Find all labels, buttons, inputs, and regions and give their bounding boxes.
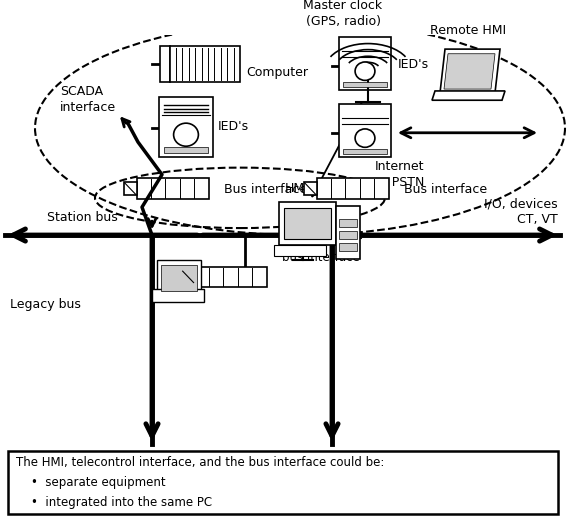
Text: HMI: HMI [285, 182, 309, 195]
FancyBboxPatch shape [339, 37, 391, 90]
Polygon shape [440, 49, 500, 93]
Text: IED's: IED's [218, 120, 249, 133]
Bar [195, 267, 266, 287]
Text: Internet
or PSTN: Internet or PSTN [375, 160, 425, 189]
Bar [182, 270, 195, 283]
FancyBboxPatch shape [157, 260, 201, 294]
FancyBboxPatch shape [152, 289, 204, 302]
Text: Station bus: Station bus [47, 211, 118, 224]
Text: I/O, devices
CT, VT: I/O, devices CT, VT [485, 197, 558, 226]
Polygon shape [432, 91, 505, 100]
Bar [304, 182, 316, 195]
Bar [339, 243, 357, 251]
Polygon shape [444, 54, 495, 89]
FancyBboxPatch shape [279, 202, 336, 245]
FancyBboxPatch shape [339, 104, 391, 157]
Circle shape [355, 62, 375, 81]
Text: Remote HMI: Remote HMI [430, 24, 506, 37]
Text: Master clock
(GPS, radio): Master clock (GPS, radio) [303, 0, 383, 28]
Text: Legacy bus: Legacy bus [10, 298, 81, 311]
Text: Bus interface: Bus interface [224, 183, 307, 196]
Text: The HMI, telecontrol interface, and the bus interface could be:
    •  separate : The HMI, telecontrol interface, and the … [16, 457, 385, 509]
Bar [316, 178, 389, 199]
Bar [343, 149, 387, 154]
FancyBboxPatch shape [159, 97, 213, 157]
Bar [170, 46, 240, 82]
Bar [339, 219, 357, 227]
Circle shape [174, 123, 198, 146]
FancyBboxPatch shape [274, 245, 326, 256]
Bar [161, 265, 197, 291]
Circle shape [355, 129, 375, 147]
Bar [136, 178, 208, 199]
Text: Bus interface: Bus interface [404, 183, 487, 196]
Text: SCADA
interface: SCADA interface [60, 85, 116, 114]
Bar [343, 82, 387, 87]
Bar [160, 46, 170, 82]
Bar [339, 231, 357, 239]
FancyBboxPatch shape [336, 206, 360, 259]
Text: Computer: Computer [246, 66, 308, 79]
Bar [284, 208, 331, 239]
Text: IED's: IED's [398, 58, 429, 71]
Bar [124, 182, 136, 195]
Text: Telecontrol or
bus interface: Telecontrol or bus interface [282, 235, 362, 264]
Bar [164, 148, 208, 153]
FancyBboxPatch shape [8, 451, 558, 514]
